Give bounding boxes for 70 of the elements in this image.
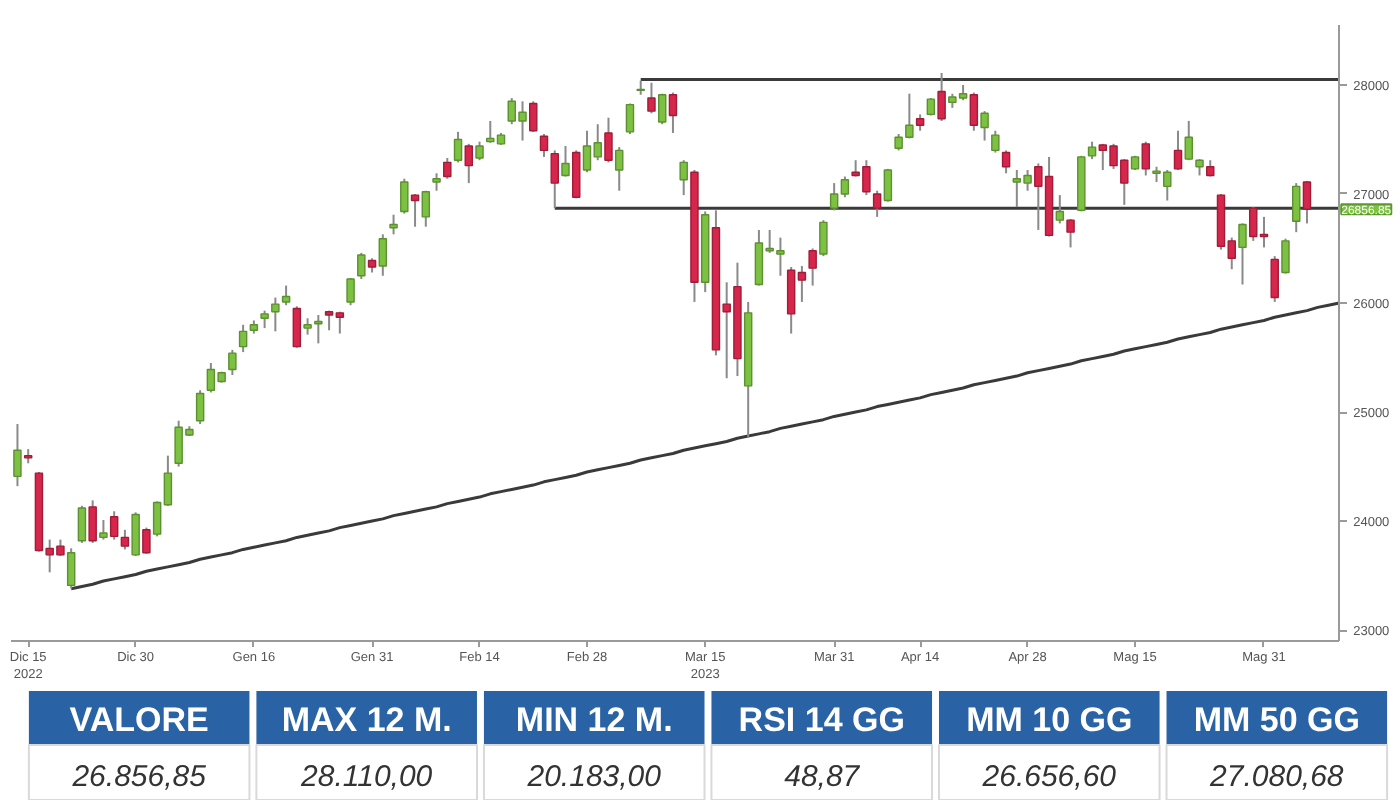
- candlestick: [808, 247, 817, 287]
- candlestick: [539, 133, 549, 158]
- candlestick: [389, 213, 398, 236]
- text: 20.183,00: [527, 759, 661, 794]
- candlestick: [668, 91, 678, 134]
- candlestick: [109, 510, 119, 541]
- candlestick: [1291, 182, 1301, 234]
- candlestick: [625, 102, 635, 136]
- category-label: RSI 14 GG: [738, 701, 905, 739]
- text: 26.656,60: [982, 759, 1117, 794]
- candlestick: [238, 323, 248, 354]
- candlestick: [281, 284, 291, 307]
- candlestick: [314, 314, 323, 345]
- candlestick: [969, 91, 979, 132]
- candlestick: [819, 219, 828, 258]
- candlestick: [271, 296, 280, 333]
- candlestick: [357, 251, 366, 281]
- text: 28.110,00: [301, 759, 433, 794]
- candlestick: [614, 146, 624, 192]
- category-label: MIN 12 M.: [515, 701, 673, 739]
- candlestick: [13, 423, 22, 488]
- text: 26.856,85: [72, 759, 206, 794]
- candlestick: [410, 192, 420, 228]
- candlestick: [475, 140, 484, 162]
- candlestick: [937, 71, 946, 122]
- candlestick: [292, 305, 302, 349]
- candlestick: [1141, 140, 1151, 177]
- candlestick: [980, 110, 989, 142]
- candlestick: [550, 149, 559, 210]
- candlestick: [1270, 255, 1279, 303]
- candlestick: [1001, 149, 1011, 175]
- candlestick: [1238, 222, 1247, 286]
- candlestick: [1055, 194, 1065, 225]
- candlestick: [647, 81, 656, 115]
- candlestick: [883, 167, 893, 203]
- candlestick: [228, 348, 237, 376]
- candlestick: [991, 129, 1000, 154]
- category-label: MAX 12 M.: [281, 701, 452, 739]
- candlestick: [604, 116, 613, 164]
- line-series: [69, 301, 1341, 591]
- category-label: VALORE: [69, 701, 209, 739]
- candlestick: [378, 233, 388, 277]
- candlestick: [195, 389, 205, 426]
- candlestick: [1173, 129, 1183, 172]
- candlestick: [1302, 179, 1312, 225]
- candlestick: [464, 142, 474, 185]
- candlestick: [99, 518, 108, 541]
- candlestick: [572, 149, 581, 200]
- candlestick: [120, 528, 130, 551]
- candlestick: [679, 159, 688, 197]
- candlestick: [346, 276, 355, 307]
- candlestick: [561, 145, 570, 178]
- candlestick: [421, 189, 431, 228]
- candlestick: [529, 100, 538, 133]
- candlestick: [1066, 218, 1075, 249]
- text: 27.080,68: [1210, 759, 1344, 794]
- candlestick: [66, 547, 76, 590]
- candlestick: [453, 130, 463, 164]
- candlestick: [400, 177, 409, 215]
- text: 48,87: [784, 759, 860, 794]
- candlestick: [872, 189, 882, 218]
- candlestick: [1281, 237, 1290, 275]
- category-label: MM 10 GG: [966, 701, 1133, 739]
- candlestick: [131, 511, 140, 557]
- candlestick: [443, 157, 452, 180]
- candlestick: [142, 526, 151, 555]
- category-label: MM 50 GG: [1193, 701, 1360, 739]
- candlestick: [88, 499, 97, 544]
- candlestick: [77, 504, 87, 544]
- candlestick: [657, 92, 667, 126]
